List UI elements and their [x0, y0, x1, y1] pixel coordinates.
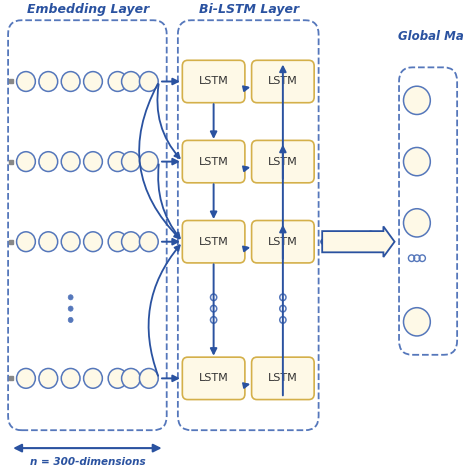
Circle shape: [108, 368, 127, 388]
FancyBboxPatch shape: [252, 140, 314, 183]
Circle shape: [17, 152, 36, 172]
Circle shape: [39, 232, 58, 252]
Circle shape: [121, 368, 140, 388]
FancyBboxPatch shape: [252, 60, 314, 103]
Circle shape: [139, 72, 158, 91]
Text: LSTM: LSTM: [199, 156, 228, 166]
Circle shape: [139, 368, 158, 388]
Circle shape: [61, 232, 80, 252]
Circle shape: [121, 152, 140, 172]
Circle shape: [121, 232, 140, 252]
Circle shape: [68, 318, 73, 322]
Text: Global Ma: Global Ma: [398, 30, 464, 43]
Circle shape: [17, 368, 36, 388]
Circle shape: [68, 306, 73, 311]
FancyArrow shape: [322, 227, 394, 257]
Circle shape: [39, 152, 58, 172]
Text: LSTM: LSTM: [268, 237, 298, 246]
Text: Bi-LSTM Layer: Bi-LSTM Layer: [199, 3, 300, 17]
Text: LSTM: LSTM: [199, 237, 228, 246]
Circle shape: [39, 72, 58, 91]
Circle shape: [17, 72, 36, 91]
Circle shape: [139, 232, 158, 252]
FancyBboxPatch shape: [182, 60, 245, 103]
FancyBboxPatch shape: [252, 220, 314, 263]
FancyBboxPatch shape: [252, 357, 314, 400]
FancyBboxPatch shape: [182, 140, 245, 183]
Circle shape: [108, 232, 127, 252]
Circle shape: [17, 232, 36, 252]
Circle shape: [83, 232, 102, 252]
Text: LSTM: LSTM: [199, 76, 228, 86]
Circle shape: [108, 152, 127, 172]
Text: LSTM: LSTM: [199, 374, 228, 383]
Circle shape: [108, 72, 127, 91]
Circle shape: [121, 72, 140, 91]
Circle shape: [68, 295, 73, 300]
Circle shape: [403, 147, 430, 176]
Circle shape: [403, 308, 430, 336]
Circle shape: [61, 368, 80, 388]
Circle shape: [61, 152, 80, 172]
Circle shape: [39, 368, 58, 388]
Circle shape: [139, 152, 158, 172]
FancyBboxPatch shape: [182, 357, 245, 400]
Text: LSTM: LSTM: [268, 156, 298, 166]
Text: n = 300-dimensions: n = 300-dimensions: [29, 457, 145, 467]
Circle shape: [83, 152, 102, 172]
Circle shape: [403, 86, 430, 115]
FancyBboxPatch shape: [182, 220, 245, 263]
Circle shape: [83, 368, 102, 388]
Circle shape: [403, 209, 430, 237]
Circle shape: [83, 72, 102, 91]
Circle shape: [61, 72, 80, 91]
Text: LSTM: LSTM: [268, 374, 298, 383]
Text: LSTM: LSTM: [268, 76, 298, 86]
Text: Embedding Layer: Embedding Layer: [27, 3, 150, 17]
